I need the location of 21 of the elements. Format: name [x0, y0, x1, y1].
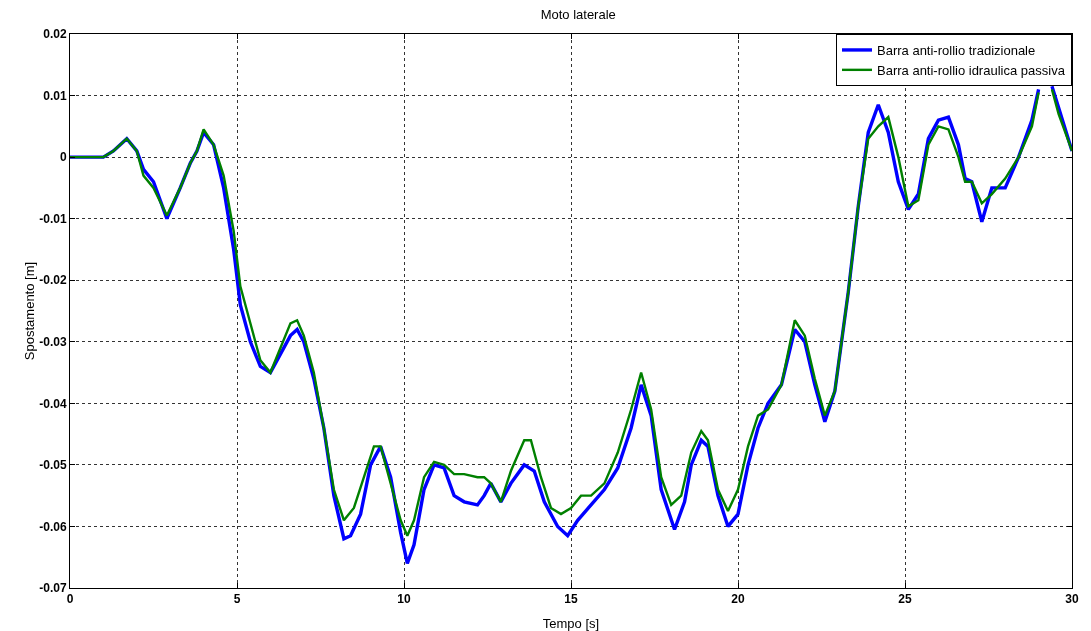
legend-label: Barra anti-rollio idraulica passiva [877, 62, 1066, 78]
y-tick-label: 0.01 [43, 88, 67, 103]
x-tick-label: 15 [564, 592, 578, 607]
x-tick-label: 20 [731, 592, 745, 607]
legend-label: Barra anti-rollio tradizionale [877, 43, 1036, 59]
y-tick-label: -0.05 [39, 458, 67, 473]
chart-title: Moto laterale [540, 6, 616, 22]
y-tick-label: -0.03 [39, 334, 67, 349]
y-tick-label: 0.02 [43, 27, 67, 42]
x-axis-title: Tempo [s] [542, 616, 600, 631]
y-tick-label: -0.07 [39, 581, 67, 596]
y-tick-label: -0.01 [39, 211, 67, 226]
x-tick-label: 10 [397, 592, 411, 607]
y-tick-label: 0 [59, 150, 67, 165]
x-tick-label: 30 [1065, 592, 1079, 607]
x-tick-label: 25 [898, 592, 912, 607]
y-axis-title: Spostamento [m] [22, 261, 37, 361]
y-tick-label: -0.06 [39, 519, 67, 534]
y-tick-label: -0.02 [39, 273, 67, 288]
y-tick-label: -0.04 [39, 396, 67, 411]
x-tick-label: 5 [233, 592, 241, 607]
